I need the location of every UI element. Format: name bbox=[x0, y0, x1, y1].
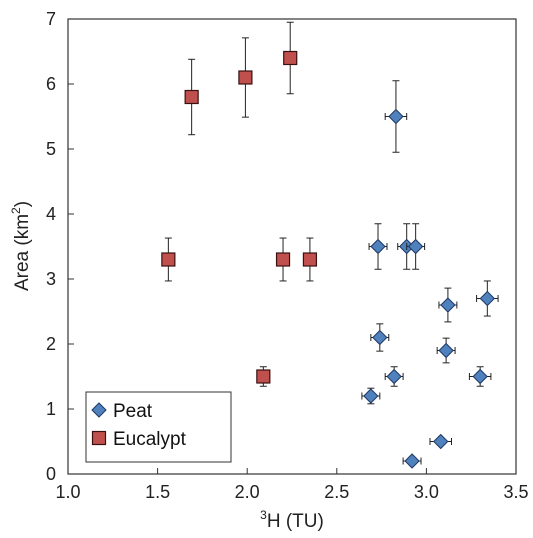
eucalypt-point bbox=[256, 366, 271, 387]
eucalypt-point bbox=[184, 58, 199, 136]
peat-point bbox=[438, 287, 458, 323]
peat-marker bbox=[440, 297, 456, 313]
x-axis-title-superscript: 3 bbox=[260, 508, 267, 522]
peat-marker bbox=[479, 290, 496, 307]
y-axis-title: Area (km2) bbox=[9, 201, 33, 291]
x-tick-label: 3.0 bbox=[414, 482, 439, 502]
peat-point bbox=[368, 223, 388, 270]
y-tick-label: 1 bbox=[46, 399, 56, 419]
legend: Peat Eucalypt bbox=[85, 391, 232, 463]
peat-point bbox=[370, 323, 390, 352]
eucalypt-marker bbox=[275, 252, 291, 267]
peat-marker bbox=[372, 329, 388, 346]
eucalypt-marker bbox=[238, 70, 253, 85]
peat-point bbox=[476, 280, 499, 317]
legend-marker-peat bbox=[91, 402, 107, 418]
y-tick-label: 0 bbox=[46, 464, 56, 484]
peat-marker bbox=[433, 433, 449, 450]
y-tick-label: 7 bbox=[46, 9, 56, 29]
peat-marker bbox=[407, 238, 424, 255]
peat-marker bbox=[363, 388, 379, 404]
y-tick-label: 6 bbox=[46, 74, 56, 94]
peat-marker bbox=[386, 368, 402, 385]
peat-marker bbox=[472, 368, 488, 385]
y-tick-label: 5 bbox=[46, 139, 56, 159]
y-axis-title-suffix: ) bbox=[12, 201, 33, 207]
data-points bbox=[161, 21, 499, 469]
peat-point bbox=[384, 80, 408, 153]
y-tick-label: 3 bbox=[46, 269, 56, 289]
eucalypt-marker bbox=[184, 89, 199, 105]
y-axis-title-text: Area (km bbox=[12, 214, 33, 291]
peat-point bbox=[406, 223, 426, 270]
peat-marker bbox=[388, 108, 404, 125]
x-tick-label: 1.0 bbox=[55, 482, 80, 502]
legend-box bbox=[85, 391, 232, 463]
y-axis: 0 1 2 3 4 5 6 7 bbox=[46, 9, 74, 484]
eucalypt-point bbox=[283, 21, 298, 95]
plot-frame bbox=[67, 18, 517, 475]
eucalypt-marker bbox=[161, 252, 176, 267]
eucalypt-marker bbox=[256, 369, 271, 384]
eucalypt-point bbox=[302, 237, 318, 282]
eucalypt-point bbox=[238, 37, 253, 118]
peat-marker bbox=[438, 342, 454, 359]
peat-point bbox=[436, 337, 456, 364]
eucalypt-marker bbox=[302, 252, 318, 267]
y-axis-title-superscript: 2 bbox=[9, 207, 23, 214]
x-tick-label: 3.5 bbox=[503, 482, 528, 502]
peat-point bbox=[402, 453, 422, 469]
peat-marker bbox=[370, 238, 386, 255]
legend-item-peat: Peat bbox=[91, 401, 153, 422]
eucalypt-point bbox=[161, 237, 176, 282]
legend-item-eucalypt: Eucalypt bbox=[91, 429, 187, 450]
y-tick-label: 4 bbox=[46, 204, 56, 224]
legend-label-peat: Peat bbox=[113, 401, 153, 422]
legend-label-eucalypt: Eucalypt bbox=[113, 429, 187, 450]
x-axis-title-text: H (TU) bbox=[267, 511, 324, 532]
eucalypt-point bbox=[275, 237, 291, 282]
peat-point bbox=[429, 433, 452, 450]
x-tick-label: 2.0 bbox=[235, 482, 260, 502]
y-tick-label: 2 bbox=[46, 334, 56, 354]
peat-point bbox=[384, 366, 404, 387]
x-tick-label: 1.5 bbox=[145, 482, 170, 502]
x-axis-title: 3H (TU) bbox=[260, 508, 324, 532]
peat-point bbox=[468, 366, 492, 387]
x-axis: 1.0 1.5 2.0 2.5 3.0 3.5 bbox=[55, 468, 529, 502]
peat-point bbox=[361, 387, 381, 405]
eucalypt-marker bbox=[283, 50, 298, 66]
legend-marker-eucalypt bbox=[91, 430, 107, 446]
x-tick-label: 2.5 bbox=[324, 482, 349, 502]
peat-marker bbox=[404, 453, 420, 469]
